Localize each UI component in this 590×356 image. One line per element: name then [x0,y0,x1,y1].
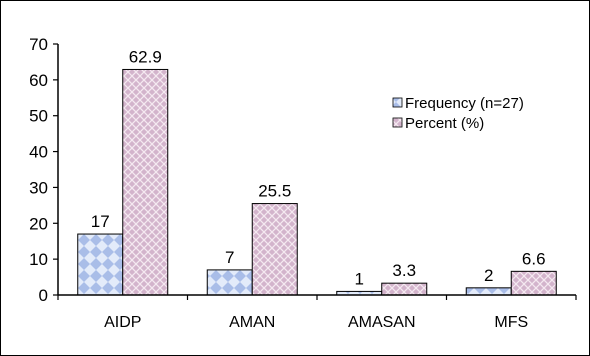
value-label-frequency: 1 [355,269,364,288]
bar-percent [251,203,298,296]
x-category-label: AMASAN [348,314,416,331]
bar-frequency [77,233,124,296]
legend-swatch-percent [392,117,403,128]
x-category-label: MFS [494,314,528,331]
x-category-label: AIDP [104,314,141,331]
y-tick-label: 20 [29,214,48,233]
value-label-percent: 62.9 [129,47,162,66]
bar-frequency [206,269,253,296]
legend: Frequency (n=27) Percent (%) [392,95,524,132]
value-label-frequency: 17 [91,212,110,231]
value-label-percent: 6.6 [522,249,546,268]
legend-label-percent: Percent (%) [405,115,484,132]
value-label-percent: 25.5 [258,182,291,201]
y-tick-label: 40 [29,143,48,162]
bars-group [77,68,557,296]
bar-percent [381,282,428,296]
value-label-frequency: 7 [225,248,234,267]
y-tick-label: 0 [39,286,48,305]
bar-percent [122,68,169,296]
y-tick-label: 30 [29,178,48,197]
legend-label-frequency: Frequency (n=27) [405,95,524,112]
x-ticks-group: AIDP AMAN AMASAN MFS [57,295,577,331]
bar-frequency [465,287,512,296]
value-label-percent: 3.3 [392,261,416,280]
value-label-frequency: 2 [484,266,493,285]
x-category-label: AMAN [229,314,275,331]
value-labels-group: 17 62.9 7 25.5 1 3.3 2 6.6 [91,47,546,288]
y-tick-label: 50 [29,107,48,126]
y-tick-label: 10 [29,250,48,269]
y-tick-label: 70 [29,35,48,54]
legend-swatch-frequency [392,97,403,108]
y-tick-label: 60 [29,71,48,90]
y-ticks-group: 0 10 20 30 40 50 60 70 [29,35,58,305]
bar-percent [510,270,557,296]
